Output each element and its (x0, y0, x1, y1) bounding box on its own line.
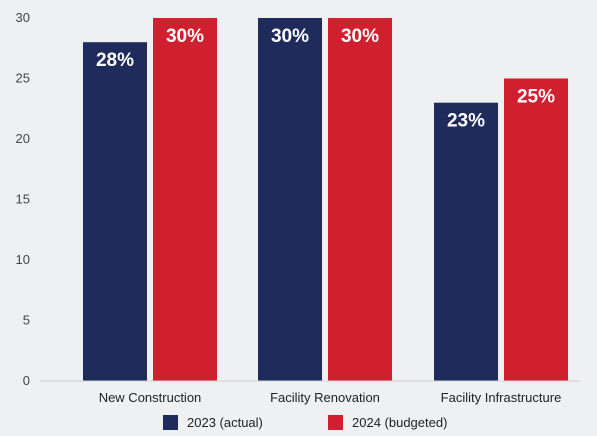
y-axis: 0 5 10 15 20 25 30 (16, 10, 30, 388)
bar-2024-new-construction (153, 18, 217, 381)
x-tick-label: Facility Infrastructure (441, 390, 562, 405)
y-tick-label: 10 (16, 252, 30, 267)
bars: 28% 30% 30% 30% 23% 25% (83, 18, 568, 381)
y-tick-label: 30 (16, 10, 30, 25)
y-tick-label: 15 (16, 192, 30, 207)
data-label: 30% (166, 26, 204, 47)
legend-swatch (328, 415, 343, 430)
y-tick-label: 5 (23, 313, 30, 328)
bar-2024-facility-renovation (328, 18, 392, 381)
bar-2024-facility-infrastructure (504, 78, 568, 381)
data-label: 25% (517, 87, 555, 108)
bar-2023-new-construction (83, 42, 147, 381)
data-label: 28% (96, 50, 134, 71)
bar-2023-facility-infrastructure (434, 102, 498, 381)
x-tick-label: New Construction (99, 390, 202, 405)
data-label: 30% (341, 26, 379, 47)
legend: 2023 (actual) 2024 (budgeted) (163, 415, 447, 430)
bar-2023-facility-renovation (258, 18, 322, 381)
y-tick-label: 20 (16, 131, 30, 146)
legend-label: 2023 (actual) (187, 415, 263, 430)
data-label: 30% (271, 26, 309, 47)
x-axis: New Construction Facility Renovation Facil… (40, 380, 580, 405)
x-tick-label: Facility Renovation (270, 390, 380, 405)
y-tick-label: 0 (23, 373, 30, 388)
legend-swatch (163, 415, 178, 430)
data-label: 23% (447, 111, 485, 132)
y-tick-label: 25 (16, 71, 30, 86)
legend-label: 2024 (budgeted) (352, 415, 447, 430)
